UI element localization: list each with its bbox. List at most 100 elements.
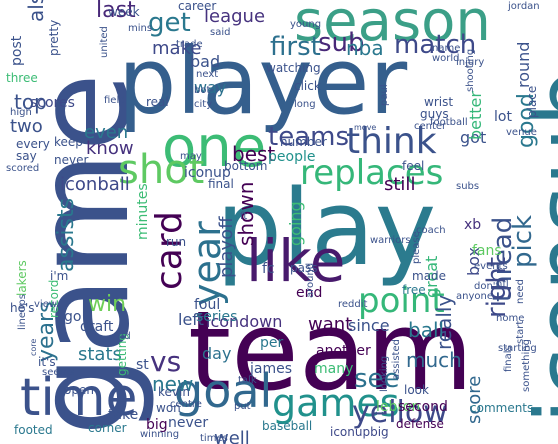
word-point: point xyxy=(358,281,445,321)
word-another: another xyxy=(316,343,371,359)
word-playoff: playoff xyxy=(216,216,237,278)
word-seems: seems xyxy=(42,367,75,378)
word-lot: lot xyxy=(494,109,512,125)
word-bottom: bottom xyxy=(224,159,268,173)
word-place: place xyxy=(525,85,539,118)
word-since: since xyxy=(348,316,390,335)
word-baseball: baseball xyxy=(262,419,313,433)
word-never: never xyxy=(168,415,209,431)
word-lebron: lebron xyxy=(376,399,421,415)
word-last: last xyxy=(96,0,136,23)
word-bot: bot xyxy=(194,85,211,96)
word-iconup: iconup xyxy=(184,165,231,181)
word-replaces: replaces xyxy=(300,153,444,193)
word-yellow: yellow xyxy=(352,395,448,430)
word-go: go xyxy=(64,309,82,325)
word-venue: venue xyxy=(506,127,537,138)
word-round: round xyxy=(514,41,533,88)
word-winning: winning xyxy=(140,429,180,440)
word-two: two xyxy=(10,116,43,137)
word-new: new xyxy=(152,372,194,396)
word-home: home xyxy=(496,313,525,324)
word-football: football xyxy=(430,117,468,128)
word-ball: ball xyxy=(408,318,445,342)
word-second: second xyxy=(398,399,448,415)
word-day: day xyxy=(202,344,232,363)
word-think: think xyxy=(346,121,437,162)
word-one: one xyxy=(162,115,267,180)
word-it-s: it's xyxy=(38,355,56,369)
word-play: play xyxy=(216,167,437,289)
word-pretty: pretty xyxy=(47,19,61,56)
word-end: end xyxy=(296,285,323,301)
word-shooting: shooting xyxy=(465,48,476,92)
word-warriors: warriors xyxy=(370,235,411,246)
word-don-t: don't xyxy=(474,281,500,292)
word-kevin: kevin xyxy=(158,385,190,399)
word-may: may xyxy=(180,151,202,162)
word-scores: scores xyxy=(30,95,75,111)
word-minutes: minutes xyxy=(135,183,151,240)
word-view: view xyxy=(34,299,58,310)
word-trade: trade xyxy=(176,39,203,50)
word-pick: pick xyxy=(508,214,538,268)
word-lineups: lineups xyxy=(17,294,28,330)
word-free: free xyxy=(402,283,426,297)
word-foul: foul xyxy=(194,297,221,313)
word-coach: coach xyxy=(416,225,446,236)
word-still: still xyxy=(384,174,416,195)
word-keep: keep xyxy=(54,135,83,149)
word-i-m: i'm xyxy=(50,269,69,283)
word-big: big xyxy=(146,417,168,433)
word-well: well xyxy=(214,428,250,444)
word-per: per xyxy=(260,335,284,351)
word-match: match xyxy=(394,30,477,60)
word-week: week xyxy=(108,5,140,19)
word-st: st xyxy=(136,357,149,373)
word-iconupbig: iconupbig xyxy=(330,425,389,439)
word-win: win xyxy=(88,292,127,317)
word-nd: nd xyxy=(118,331,131,342)
word-team: team xyxy=(188,287,474,415)
word-united: united xyxy=(99,26,110,58)
word-player: player xyxy=(118,28,408,135)
word-lakers: lakers xyxy=(15,260,29,296)
word-click: click xyxy=(294,79,321,93)
word-take: take xyxy=(108,407,139,423)
word-mins: mins xyxy=(128,23,153,34)
word-ft: ft xyxy=(240,211,248,222)
word-real: real xyxy=(146,95,169,109)
word-best: best xyxy=(232,142,276,166)
word-post: post xyxy=(9,35,25,66)
word-going: going xyxy=(286,201,305,246)
word-next: next xyxy=(196,69,219,80)
word-look: look xyxy=(404,383,429,397)
word-subs: subs xyxy=(456,181,480,192)
word-even: even xyxy=(84,122,129,143)
word-anyone: anyone xyxy=(456,291,493,302)
word-around: around xyxy=(305,262,316,298)
word-make: make xyxy=(152,38,202,59)
word-he-s: he's xyxy=(10,301,35,315)
word-number: number xyxy=(280,135,327,149)
word-center: center xyxy=(414,121,447,132)
word-series: series xyxy=(196,309,238,325)
word-want: want xyxy=(308,314,353,335)
word-say: say xyxy=(16,149,37,163)
word-iconball: iconball xyxy=(60,174,130,195)
word-james: james xyxy=(250,361,293,377)
word-wrist: wrist xyxy=(424,95,454,109)
word-nfl: nfl xyxy=(496,279,509,290)
word-comments: comments xyxy=(470,401,534,415)
word-better: better xyxy=(466,91,485,140)
word-left: left xyxy=(178,310,204,329)
word-much: much xyxy=(406,348,462,372)
word-scored: scored xyxy=(6,163,40,174)
word-footed: footed xyxy=(14,423,53,437)
word-said: said xyxy=(210,27,231,38)
word-bad: bad xyxy=(190,52,221,71)
word-first: first xyxy=(270,32,321,62)
word-vs: vs xyxy=(150,345,182,378)
word-guys: guys xyxy=(420,107,449,121)
